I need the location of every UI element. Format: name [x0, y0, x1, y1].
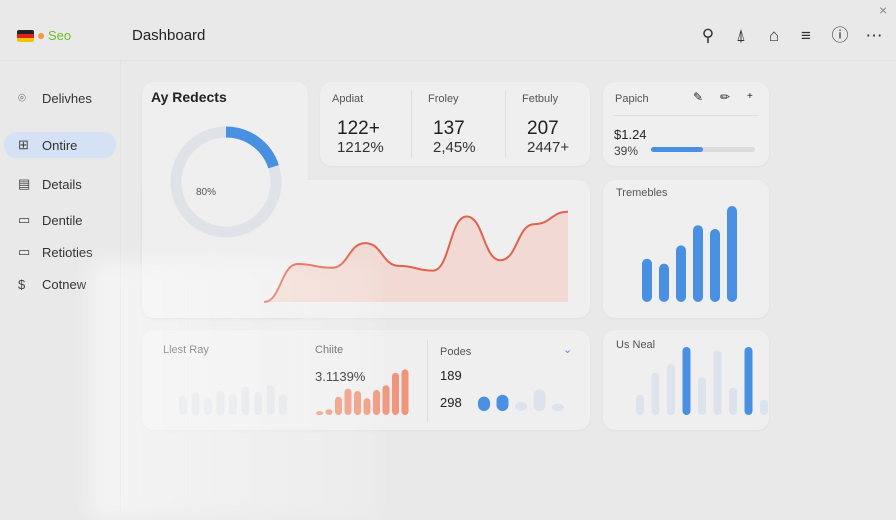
- llest-bar: [204, 399, 212, 415]
- tremebles-bar: [710, 229, 720, 302]
- llest-bar: [267, 385, 275, 415]
- chiite-bar: [392, 373, 399, 415]
- chiite-bar: [383, 385, 390, 415]
- podes-bar: [552, 404, 564, 411]
- podes-bar: [515, 402, 527, 411]
- chiite-bar: [335, 397, 342, 415]
- chiite-bar: [326, 409, 333, 415]
- llest-bar: [179, 396, 187, 415]
- usneal-bar: [760, 400, 768, 415]
- chiite-bar: [345, 389, 352, 415]
- llest-bar: [254, 392, 262, 415]
- usneal-bar: [667, 364, 675, 415]
- usneal-bar: [745, 347, 753, 415]
- usneal-bar: [652, 373, 660, 415]
- usneal-bar: [683, 347, 691, 415]
- llest-bar: [279, 395, 287, 415]
- tremebles-bar: [642, 259, 652, 302]
- llest-bar: [242, 387, 250, 415]
- chiite-bar: [354, 391, 361, 415]
- chiite-bar: [373, 390, 380, 415]
- podes-bar: [497, 395, 509, 411]
- tremebles-bar: [676, 245, 686, 302]
- chiite-bar: [316, 411, 323, 415]
- usneal-bar: [698, 378, 706, 415]
- usneal-bar: [729, 388, 737, 415]
- usneal-bar: [714, 350, 722, 415]
- llest-bar: [217, 391, 225, 415]
- usneal-bar: [636, 395, 644, 415]
- llest-bar: [229, 394, 237, 415]
- podes-bar: [534, 389, 546, 411]
- tremebles-bar: [727, 206, 737, 302]
- llest-bar: [192, 393, 200, 415]
- chiite-bar: [364, 398, 371, 415]
- podes-bar: [478, 397, 490, 411]
- chiite-bar: [402, 369, 409, 415]
- tremebles-bar: [693, 225, 703, 302]
- tremebles-bar: [659, 264, 669, 302]
